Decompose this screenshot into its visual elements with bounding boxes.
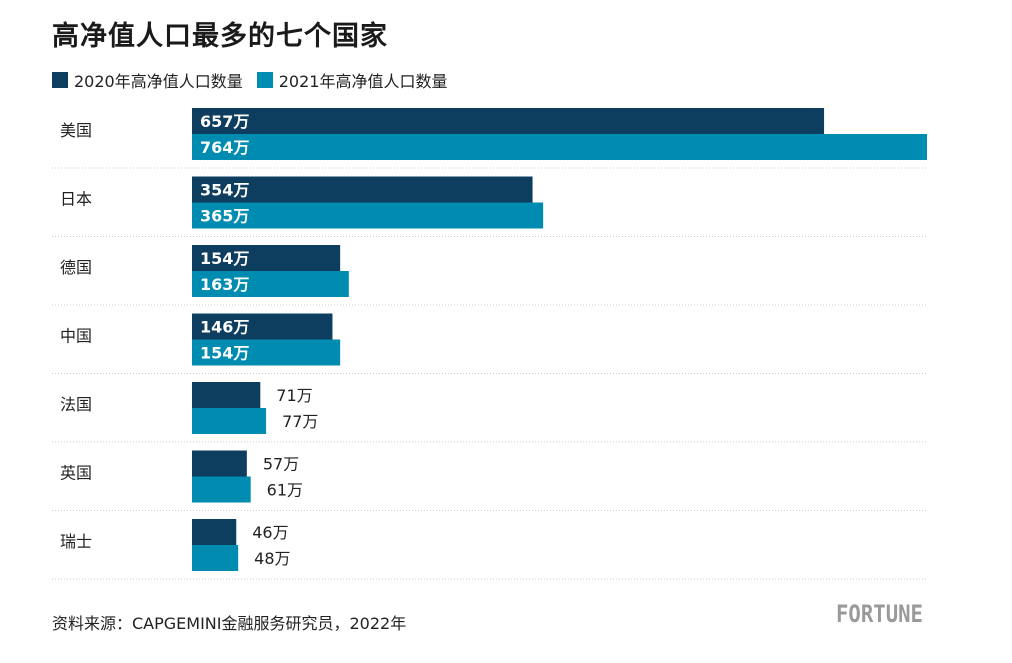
data-label: 764万 [200, 138, 249, 157]
data-label: 61万 [267, 481, 303, 500]
data-label: 48万 [254, 549, 290, 568]
category-label: 法国 [60, 395, 92, 414]
data-label: 657万 [200, 112, 249, 131]
data-label: 154万 [200, 344, 249, 363]
bar-2020 [192, 450, 247, 477]
data-label: 163万 [200, 275, 249, 294]
data-label: 71万 [276, 386, 312, 405]
bar-2021 [192, 408, 267, 434]
bar-2021 [192, 134, 927, 160]
bar-2021 [192, 339, 341, 366]
bar-2020 [192, 382, 261, 408]
legend-label-2020: 2020年高净值人口数量 [74, 72, 243, 91]
category-label: 日本 [60, 190, 92, 209]
bar-2020 [192, 313, 333, 340]
legend-label-2021: 2021年高净值人口数量 [278, 72, 448, 91]
data-label: 154万 [200, 249, 249, 268]
source-note: 资料来源：CAPGEMINI金融服务研究员，2022年 [52, 614, 407, 633]
data-label: 77万 [282, 412, 318, 431]
legend-swatch-2021 [256, 72, 273, 88]
data-label: 146万 [200, 318, 249, 337]
data-label: 354万 [200, 181, 249, 200]
fortune-logo: FORTUNE [836, 600, 923, 628]
category-label: 德国 [60, 258, 92, 277]
category-label: 英国 [60, 464, 92, 483]
bar-2021 [192, 202, 544, 229]
bar-2020 [192, 245, 341, 271]
legend-item-2020: 2020年高净值人口数量 [52, 68, 243, 92]
bar-2020 [192, 176, 533, 203]
legend-item-2021: 2021年高净值人口数量 [256, 68, 448, 92]
data-label: 365万 [200, 207, 249, 226]
bar-2021 [192, 476, 251, 503]
chart-title: 高净值人口最多的七个国家 [52, 21, 388, 52]
bar-2020 [192, 519, 237, 545]
legend-swatch-2020 [52, 72, 68, 88]
legend: 2020年高净值人口数量 2021年高净值人口数量 [52, 68, 461, 92]
category-label: 美国 [60, 121, 92, 140]
category-label: 瑞士 [60, 532, 92, 551]
data-label: 57万 [263, 455, 299, 474]
bar-2021 [192, 545, 239, 571]
category-label: 中国 [60, 327, 92, 346]
data-label: 46万 [252, 523, 288, 542]
bar-2020 [192, 108, 825, 134]
bar-2021 [192, 271, 349, 297]
